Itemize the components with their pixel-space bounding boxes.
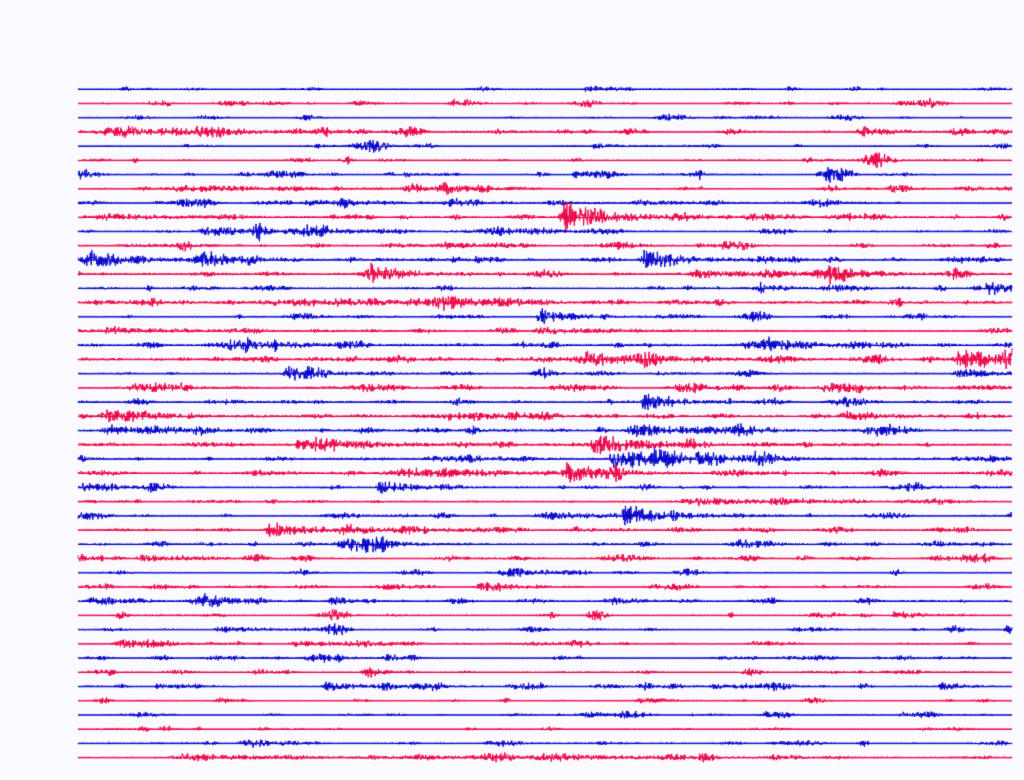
seismogram-panel: HT Nesson, Tempi Applied filter: WWSSN-S… — [0, 0, 1024, 780]
seismogram-traces — [0, 0, 1024, 780]
